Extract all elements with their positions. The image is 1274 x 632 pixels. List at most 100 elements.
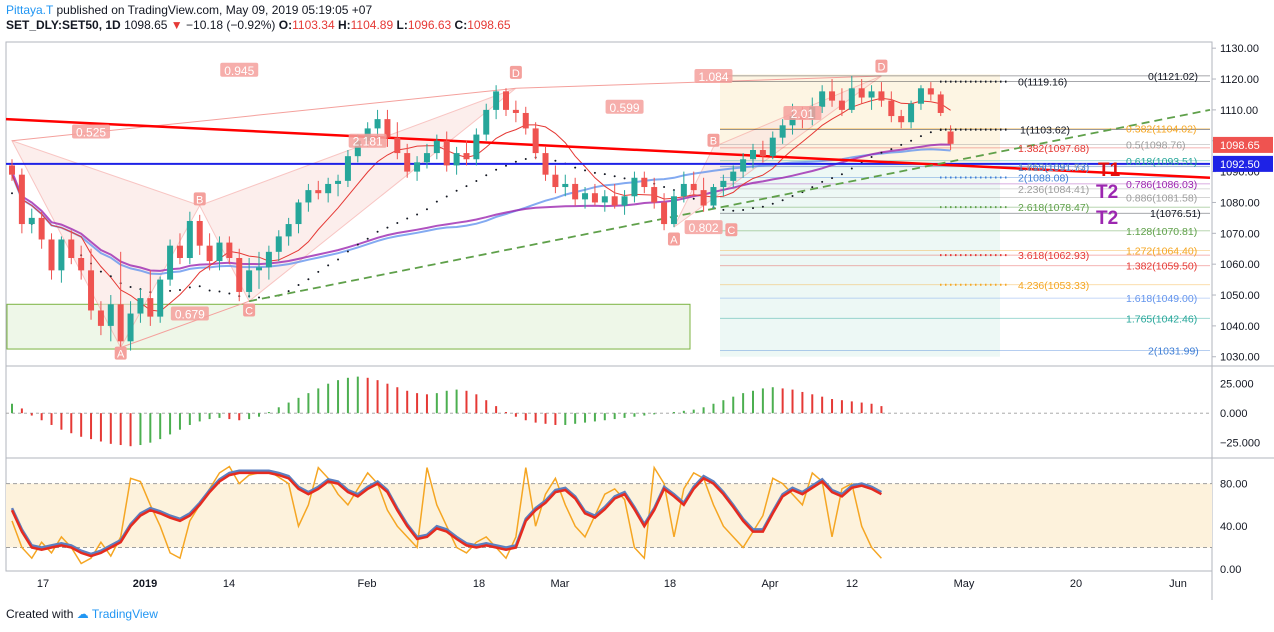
stoch-tick-label: 40.00	[1220, 521, 1248, 533]
candle-body	[157, 279, 164, 317]
candle-body	[236, 258, 243, 292]
stop-dot	[900, 143, 903, 146]
candle-body	[730, 171, 737, 181]
fib-level-label: 1.618(1049.00)	[1126, 293, 1197, 305]
price-tag	[1213, 155, 1273, 172]
time-tick-label: Jun	[1169, 578, 1187, 590]
ratio-label: 0.599	[610, 101, 640, 115]
candle-body	[769, 137, 776, 157]
candle-body	[512, 109, 519, 113]
price-tick-label: 1030.00	[1220, 352, 1260, 364]
pattern-point-label: A	[117, 349, 125, 361]
ratio-badge	[684, 220, 723, 235]
candle-body	[216, 242, 223, 262]
candle-body	[473, 134, 480, 160]
time-tick-label: 18	[664, 578, 676, 590]
candle-body	[789, 116, 796, 126]
candle-body	[690, 183, 697, 191]
stop-dot	[850, 167, 853, 170]
stop-dot	[623, 177, 626, 180]
stop-dot	[386, 226, 389, 229]
candle-body	[167, 245, 174, 280]
price-tick-label: 1080.00	[1220, 197, 1260, 209]
candle-body	[868, 91, 875, 98]
candle-body	[78, 258, 85, 271]
stop-dot	[663, 186, 666, 189]
ratio-badge	[72, 124, 111, 139]
stop-dot	[771, 202, 774, 205]
close-value: 1098.65	[467, 18, 511, 32]
pattern-point-badge	[193, 192, 206, 206]
candle-body	[700, 190, 707, 206]
pattern-point-label: B	[196, 194, 203, 206]
candle-body	[829, 91, 836, 101]
stop-dot	[919, 135, 922, 138]
pattern-point-badge	[875, 59, 888, 73]
price-tick-label: 1120.00	[1220, 74, 1259, 86]
candle-body	[335, 180, 342, 184]
fib-level-label: 0.886(1081.58)	[1126, 193, 1197, 205]
stop-dot	[178, 289, 181, 292]
fib-level-label: 3.618(1062.93)	[1018, 250, 1089, 262]
stop-dot	[692, 197, 695, 200]
stop-dot	[317, 270, 320, 273]
candle-body	[453, 153, 460, 166]
stop-dot	[109, 275, 112, 278]
fib-level-label: 0(1119.16)	[1018, 77, 1067, 89]
pattern-point-badge	[725, 223, 738, 237]
projection-zone	[720, 162, 1000, 357]
high-label: H:	[337, 18, 351, 32]
candle-body	[848, 88, 855, 110]
stop-dot	[495, 168, 498, 171]
candle-body	[18, 174, 25, 225]
stop-dot	[346, 250, 349, 253]
fib-level-label: 1.382(1059.50)	[1126, 261, 1197, 273]
stop-dot	[791, 194, 794, 197]
fib-level-label: 1.272(1064.40)	[1126, 246, 1197, 258]
stop-dot	[781, 199, 784, 202]
fib-level-label: 0(1121.02)	[1148, 71, 1198, 83]
candle-body	[226, 242, 233, 258]
candle-body	[908, 103, 915, 123]
stop-dot	[327, 264, 330, 267]
candle-body	[38, 217, 45, 240]
tradingview-link[interactable]: TradingView	[91, 607, 158, 621]
time-tick-label: 14	[223, 578, 235, 590]
price-tag	[1213, 136, 1273, 153]
fib-level-label: 1.128(1070.81)	[1126, 226, 1197, 238]
stop-dot	[524, 157, 527, 160]
low-label: L:	[396, 18, 408, 32]
candle-body	[878, 91, 885, 101]
open-label: O:	[278, 18, 293, 32]
stop-dot	[218, 290, 221, 293]
candle-body	[414, 162, 421, 172]
ohlc-line: SET_DLY:SET50, 1D 1098.65 ▼ −10.18 (−0.9…	[6, 18, 511, 33]
candle-body	[601, 196, 608, 203]
publish-info: published on TradingView.com, May 09, 20…	[56, 3, 373, 17]
author-name[interactable]: Pittaya.T	[6, 3, 54, 17]
stop-dot	[505, 164, 507, 167]
stop-dot	[870, 155, 873, 158]
candle-body	[147, 298, 154, 317]
candle-body	[325, 183, 332, 194]
fib-level-label: 2.618(1078.47)	[1018, 202, 1089, 214]
stop-dot	[485, 174, 488, 177]
stop-dot	[425, 208, 428, 211]
candle-body	[354, 140, 361, 157]
histogram-tick-label: 25.000	[1220, 379, 1254, 391]
stop-dot	[752, 207, 754, 210]
candle-body	[315, 190, 322, 194]
ratio-badge	[694, 68, 733, 83]
fib-level-label: 1.765(1042.46)	[1126, 313, 1197, 325]
stop-dot	[929, 131, 932, 134]
pattern-point-label: C	[245, 305, 253, 317]
candle-body	[28, 217, 35, 225]
candle-body	[582, 193, 589, 200]
candle-body	[483, 109, 490, 135]
fib-level-label: 0.618(1093.51)	[1126, 156, 1197, 168]
target-label: T1	[1098, 160, 1121, 181]
candle-body	[493, 91, 500, 110]
candle-body	[256, 267, 262, 271]
stop-dot	[356, 243, 359, 246]
